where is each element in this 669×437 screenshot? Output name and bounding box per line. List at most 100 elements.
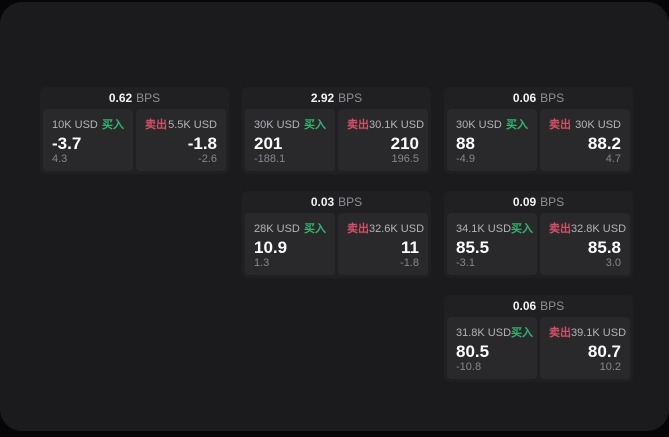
quote-panels: 30K USD 买入 201 -188.1 卖出 30.1K USD 210 1… — [245, 109, 428, 171]
quote-card[interactable]: 0.62 BPS 10K USD 买入 -3.7 4.3 卖出 5.5K USD … — [40, 87, 229, 174]
buy-side-label: 买入 — [506, 119, 528, 131]
bps-value: 0.09 — [512, 195, 537, 209]
buy-size-label: 31.8K USD — [456, 327, 512, 339]
buy-panel[interactable]: 28K USD 买入 10.9 1.3 — [245, 213, 335, 275]
sell-side-label: 卖出 — [549, 327, 571, 339]
sell-price-value: 88.2 — [587, 133, 621, 153]
sell-panel-top: 卖出 30K USD — [549, 116, 621, 132]
sell-panel-top: 卖出 32.8K USD — [549, 220, 626, 236]
sell-price-value: 11 — [401, 237, 419, 257]
buy-side-label: 买入 — [304, 223, 326, 235]
sell-price-value: 85.8 — [587, 237, 621, 257]
buy-sub-value: 1.3 — [254, 257, 270, 269]
quote-panels: 30K USD 买入 88 -4.9 卖出 30K USD 88.2 4.7 — [447, 109, 630, 171]
sell-sub-value: -2.6 — [198, 153, 217, 165]
quote-cards-grid: 0.62 BPS 10K USD 买入 -3.7 4.3 卖出 5.5K USD … — [40, 87, 633, 382]
buy-panel[interactable]: 31.8K USD 买入 80.5 -10.8 — [447, 317, 537, 379]
card-header: 0.09 BPS — [447, 191, 630, 213]
sell-panel[interactable]: 卖出 32.8K USD 85.8 3.0 — [540, 213, 630, 275]
sell-size-label: 32.8K USD — [571, 223, 627, 235]
sell-size-label: 32.6K USD — [369, 223, 425, 235]
buy-sub-value: 4.3 — [52, 153, 68, 165]
sell-price-value: 210 — [390, 133, 419, 153]
buy-side-label: 买入 — [511, 327, 534, 339]
sell-side-label: 卖出 — [347, 119, 369, 131]
quote-card[interactable]: 0.03 BPS 28K USD 买入 10.9 1.3 卖出 32.6K USD… — [242, 191, 431, 278]
sell-size-label: 39.1K USD — [571, 327, 627, 339]
bps-unit-label: BPS — [338, 91, 363, 105]
quote-card[interactable]: 0.06 BPS 31.8K USD 买入 80.5 -10.8 卖出 39.1K… — [444, 295, 633, 382]
buy-sub-value: -10.8 — [456, 361, 482, 373]
sell-panel-top: 卖出 30.1K USD — [347, 116, 424, 132]
bps-unit-label: BPS — [136, 91, 161, 105]
buy-panel-top: 30K USD 买入 — [254, 116, 326, 132]
bps-unit-label: BPS — [540, 91, 565, 105]
buy-panel-top: 30K USD 买入 — [456, 116, 528, 132]
sell-sub-value: 196.5 — [391, 153, 419, 165]
sell-side-label: 卖出 — [145, 119, 167, 131]
sell-side-label: 卖出 — [347, 223, 369, 235]
sell-panel[interactable]: 卖出 5.5K USD -1.8 -2.6 — [136, 109, 226, 171]
card-header: 0.06 BPS — [447, 295, 630, 317]
bps-unit-label: BPS — [338, 195, 363, 209]
buy-sub-value: -188.1 — [254, 153, 286, 165]
quote-panels: 34.1K USD 买入 85.5 -3.1 卖出 32.8K USD 85.8… — [447, 213, 630, 275]
buy-price-value: 201 — [254, 133, 283, 153]
quote-card[interactable]: 0.06 BPS 30K USD 买入 88 -4.9 卖出 30K USD 88… — [444, 87, 633, 174]
card-header: 2.92 BPS — [245, 87, 428, 109]
buy-panel-top: 31.8K USD 买入 — [456, 324, 533, 340]
buy-sub-value: -4.9 — [456, 153, 475, 165]
sell-panel[interactable]: 卖出 39.1K USD 80.7 10.2 — [540, 317, 630, 379]
quote-panels: 28K USD 买入 10.9 1.3 卖出 32.6K USD 11 -1.8 — [245, 213, 428, 275]
sell-price-value: -1.8 — [187, 133, 217, 153]
quote-card[interactable]: 0.09 BPS 34.1K USD 买入 85.5 -3.1 卖出 32.8K … — [444, 191, 633, 278]
buy-panel-top: 10K USD 买入 — [52, 116, 124, 132]
card-header: 0.62 BPS — [43, 87, 226, 109]
sell-panel[interactable]: 卖出 30.1K USD 210 196.5 — [338, 109, 428, 171]
sell-panel-top: 卖出 39.1K USD — [549, 324, 626, 340]
sell-size-label: 30.1K USD — [369, 119, 425, 131]
sell-panel[interactable]: 卖出 32.6K USD 11 -1.8 — [338, 213, 428, 275]
buy-price-value: 80.5 — [456, 341, 490, 361]
card-header: 0.03 BPS — [245, 191, 428, 213]
sell-panel[interactable]: 卖出 30K USD 88.2 4.7 — [540, 109, 630, 171]
sell-sub-value: 3.0 — [605, 257, 621, 269]
bps-value: 0.03 — [310, 195, 335, 209]
bps-unit-label: BPS — [540, 195, 565, 209]
buy-panel-top: 34.1K USD 买入 — [456, 220, 533, 236]
buy-panel[interactable]: 30K USD 买入 201 -188.1 — [245, 109, 335, 171]
sell-panel-top: 卖出 5.5K USD — [145, 116, 217, 132]
buy-side-label: 买入 — [511, 223, 534, 235]
bps-unit-label: BPS — [540, 299, 565, 313]
quote-panels: 10K USD 买入 -3.7 4.3 卖出 5.5K USD -1.8 -2.… — [43, 109, 226, 171]
sell-panel-top: 卖出 32.6K USD — [347, 220, 424, 236]
bps-value: 0.06 — [512, 299, 537, 313]
buy-panel[interactable]: 34.1K USD 买入 85.5 -3.1 — [447, 213, 537, 275]
buy-price-value: -3.7 — [52, 133, 82, 153]
buy-size-label: 10K USD — [52, 119, 98, 131]
buy-size-label: 28K USD — [254, 223, 300, 235]
bps-value: 0.06 — [512, 91, 537, 105]
buy-price-value: 88 — [456, 133, 475, 153]
buy-side-label: 买入 — [102, 119, 124, 131]
buy-sub-value: -3.1 — [456, 257, 475, 269]
buy-size-label: 30K USD — [456, 119, 502, 131]
bps-value: 0.62 — [108, 91, 133, 105]
buy-panel[interactable]: 10K USD 买入 -3.7 4.3 — [43, 109, 133, 171]
buy-panel[interactable]: 30K USD 买入 88 -4.9 — [447, 109, 537, 171]
sell-side-label: 卖出 — [549, 223, 571, 235]
sell-side-label: 卖出 — [549, 119, 571, 131]
card-header: 0.06 BPS — [447, 87, 630, 109]
sell-sub-value: 4.7 — [605, 153, 621, 165]
buy-price-value: 85.5 — [456, 237, 490, 257]
sell-price-value: 80.7 — [587, 341, 621, 361]
buy-side-label: 买入 — [304, 119, 326, 131]
bps-value: 2.92 — [310, 91, 335, 105]
sell-sub-value: 10.2 — [599, 361, 621, 373]
sell-size-label: 5.5K USD — [168, 119, 217, 131]
sell-sub-value: -1.8 — [400, 257, 419, 269]
sell-size-label: 30K USD — [575, 119, 621, 131]
buy-size-label: 30K USD — [254, 119, 300, 131]
quote-card[interactable]: 2.92 BPS 30K USD 买入 201 -188.1 卖出 30.1K U… — [242, 87, 431, 174]
